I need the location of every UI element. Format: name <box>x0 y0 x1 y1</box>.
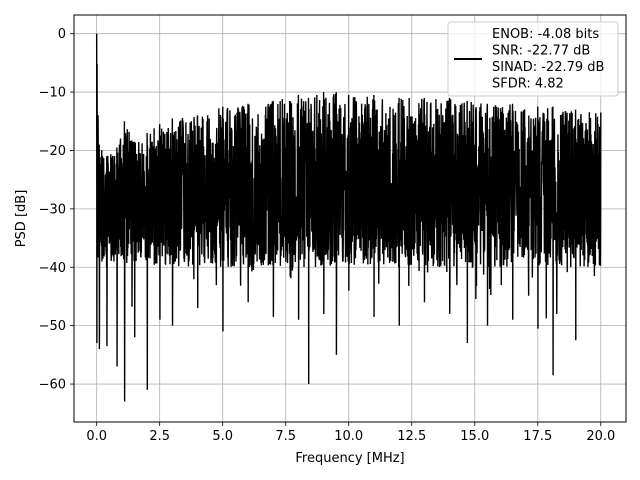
x-tick-label: 17.5 <box>523 429 552 444</box>
x-tick-label: 10.0 <box>334 429 363 444</box>
x-tick-label: 7.5 <box>275 429 296 444</box>
y-tick-label: −60 <box>39 378 66 393</box>
axis-ticks: 0.0 2.5 5.0 7.5 10.0 12.5 15.0 17.5 20.0 0 −10 −20 −… <box>39 27 616 444</box>
y-axis-label: PSD [dB] <box>14 190 29 248</box>
legend-sfdr: SFDR: 4.82 <box>492 77 564 92</box>
legend-snr: SNR: -22.77 dB <box>492 44 590 59</box>
x-tick-label: 5.0 <box>212 429 233 444</box>
series-psd <box>95 33 602 402</box>
legend: ENOB: -4.08 bits SNR: -22.77 dB SINAD: -… <box>447 21 619 97</box>
x-tick-label: 0.0 <box>86 429 107 444</box>
psd-line <box>95 33 602 402</box>
x-tick-label: 15.0 <box>460 429 489 444</box>
x-tick-label: 20.0 <box>586 429 615 444</box>
legend-box <box>447 21 619 97</box>
x-tick-label: 12.5 <box>397 429 426 444</box>
y-tick-label: −20 <box>39 144 66 159</box>
legend-enob: ENOB: -4.08 bits <box>492 27 599 42</box>
x-axis-label: Frequency [MHz] <box>295 451 404 466</box>
y-tick-label: −50 <box>39 319 66 334</box>
y-tick-label: −40 <box>39 261 66 276</box>
x-tick-label: 2.5 <box>149 429 170 444</box>
y-tick-label: 0 <box>58 27 66 42</box>
y-tick-label: −10 <box>39 86 66 101</box>
y-tick-label: −30 <box>39 202 66 217</box>
legend-sinad: SINAD: -22.79 dB <box>492 60 604 75</box>
plot-frame <box>73 14 627 423</box>
